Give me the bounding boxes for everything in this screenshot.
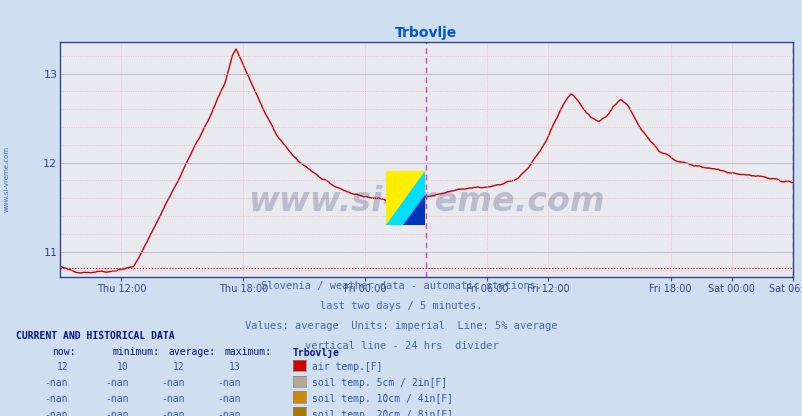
Text: 10: 10: [116, 362, 128, 372]
Text: -nan: -nan: [105, 394, 128, 404]
Text: -nan: -nan: [105, 378, 128, 388]
Text: -nan: -nan: [45, 378, 68, 388]
Polygon shape: [386, 171, 424, 225]
Text: soil temp. 5cm / 2in[F]: soil temp. 5cm / 2in[F]: [312, 378, 447, 388]
Text: minimum:: minimum:: [112, 347, 160, 357]
Polygon shape: [386, 171, 424, 225]
Text: -nan: -nan: [161, 378, 184, 388]
Text: -nan: -nan: [45, 394, 68, 404]
Text: -nan: -nan: [217, 394, 241, 404]
Text: CURRENT AND HISTORICAL DATA: CURRENT AND HISTORICAL DATA: [16, 331, 175, 341]
Text: average:: average:: [168, 347, 216, 357]
Text: Slovenia / weather data - automatic stations.: Slovenia / weather data - automatic stat…: [261, 281, 541, 291]
Text: soil temp. 10cm / 4in[F]: soil temp. 10cm / 4in[F]: [312, 394, 453, 404]
Text: Trbovlje: Trbovlje: [293, 347, 340, 358]
Text: -nan: -nan: [45, 410, 68, 416]
Text: Values: average  Units: imperial  Line: 5% average: Values: average Units: imperial Line: 5%…: [245, 321, 557, 331]
Text: -nan: -nan: [161, 410, 184, 416]
Text: maximum:: maximum:: [225, 347, 272, 357]
Text: www.si-vreme.com: www.si-vreme.com: [248, 185, 604, 218]
Text: 13: 13: [229, 362, 241, 372]
Text: now:: now:: [52, 347, 75, 357]
Text: air temp.[F]: air temp.[F]: [312, 362, 383, 372]
Text: 12: 12: [56, 362, 68, 372]
Text: vertical line - 24 hrs  divider: vertical line - 24 hrs divider: [304, 341, 498, 351]
Text: www.si-vreme.com: www.si-vreme.com: [3, 146, 10, 212]
Text: soil temp. 20cm / 8in[F]: soil temp. 20cm / 8in[F]: [312, 410, 453, 416]
Text: -nan: -nan: [105, 410, 128, 416]
Text: -nan: -nan: [161, 394, 184, 404]
Polygon shape: [403, 195, 424, 225]
Title: Trbovlje: Trbovlje: [395, 27, 457, 40]
Text: 12: 12: [172, 362, 184, 372]
Text: -nan: -nan: [217, 410, 241, 416]
Text: last two days / 5 minutes.: last two days / 5 minutes.: [320, 301, 482, 311]
Text: -nan: -nan: [217, 378, 241, 388]
